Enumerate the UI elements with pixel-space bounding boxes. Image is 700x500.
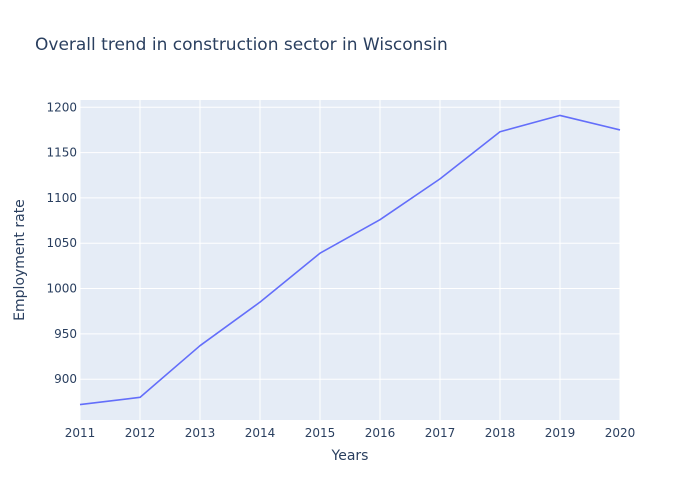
grid-lines — [79, 100, 621, 420]
plot-area — [80, 100, 620, 420]
x-tick-label: 2011 — [65, 426, 96, 440]
y-axis-title: Employment rate — [12, 199, 28, 321]
x-tick-label: 2018 — [485, 426, 516, 440]
x-tick-label: 2017 — [425, 426, 456, 440]
series-line — [79, 114, 621, 406]
y-tick-label: 900 — [54, 372, 77, 386]
x-tick-label: 2016 — [365, 426, 396, 440]
y-tick-label: 1200 — [46, 100, 77, 114]
y-tick-label: 950 — [54, 327, 77, 341]
x-axis-title: Years — [331, 448, 369, 464]
x-tick-label: 2012 — [125, 426, 156, 440]
y-tick-label: 1000 — [46, 282, 77, 296]
x-tick-label: 2015 — [305, 426, 336, 440]
y-tick-label: 1100 — [46, 191, 77, 205]
x-tick-label: 2020 — [605, 426, 636, 440]
x-tick-label: 2013 — [185, 426, 216, 440]
x-tick-label: 2019 — [545, 426, 576, 440]
y-tick-label: 1050 — [46, 236, 77, 250]
chart-title: Overall trend in construction sector in … — [35, 35, 448, 55]
series-layer — [79, 114, 621, 406]
x-axis-ticks: 2011 2012 2013 2014 2015 2016 2017 2018 2019 2020 — [65, 426, 636, 440]
x-tick-label: 2014 — [245, 426, 276, 440]
y-tick-label: 1150 — [46, 146, 77, 160]
y-axis-ticks: 900 950 1000 1050 1100 1150 1200 — [46, 100, 77, 386]
